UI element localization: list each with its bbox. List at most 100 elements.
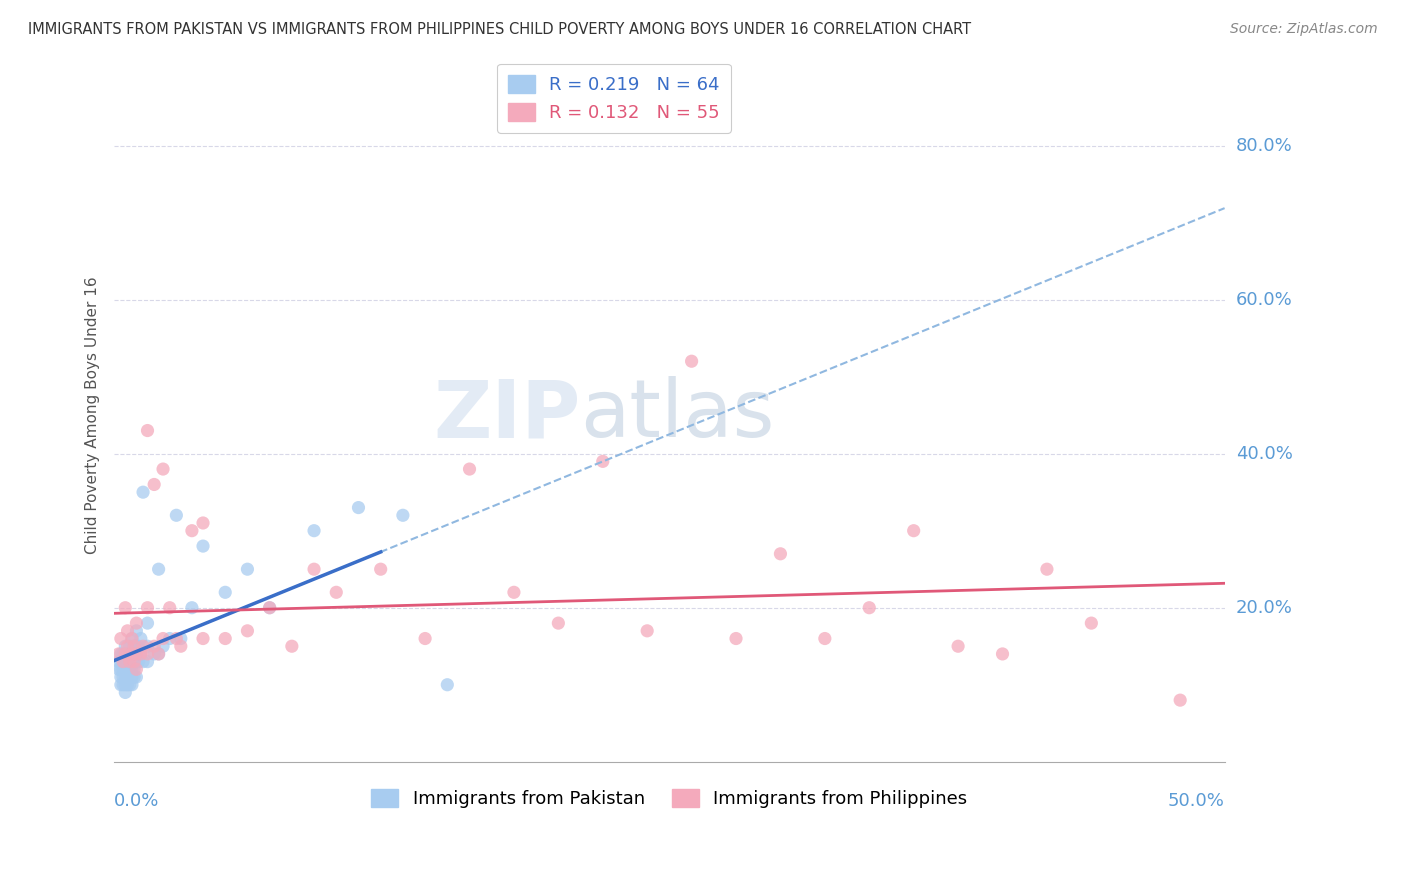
Point	[121, 632, 143, 646]
Point	[112, 670, 135, 684]
Point	[110, 662, 132, 676]
Text: Source: ZipAtlas.com: Source: ZipAtlas.com	[1230, 22, 1378, 37]
Point	[129, 647, 152, 661]
Point	[118, 639, 141, 653]
Text: IMMIGRANTS FROM PAKISTAN VS IMMIGRANTS FROM PHILIPPINES CHILD POVERTY AMONG BOYS: IMMIGRANTS FROM PAKISTAN VS IMMIGRANTS F…	[28, 22, 972, 37]
Point	[122, 670, 145, 684]
Y-axis label: Child Poverty Among Boys Under 16: Child Poverty Among Boys Under 16	[86, 277, 100, 554]
Point	[180, 524, 202, 538]
Point	[118, 662, 141, 676]
Point	[132, 655, 155, 669]
Point	[117, 639, 139, 653]
Point	[681, 354, 703, 368]
Point	[143, 639, 166, 653]
Point	[117, 647, 139, 661]
Point	[159, 600, 181, 615]
Point	[112, 678, 135, 692]
Point	[165, 508, 187, 523]
Point	[259, 600, 281, 615]
Point	[121, 678, 143, 692]
Point	[114, 678, 136, 692]
Text: 80.0%: 80.0%	[1236, 136, 1292, 154]
Point	[125, 647, 148, 661]
Point	[180, 600, 202, 615]
Point	[129, 632, 152, 646]
Point	[114, 662, 136, 676]
Point	[636, 624, 658, 638]
Point	[107, 647, 129, 661]
Point	[946, 639, 969, 653]
Point	[128, 655, 150, 669]
Point	[458, 462, 481, 476]
Point	[170, 632, 193, 646]
Point	[122, 639, 145, 653]
Point	[122, 655, 145, 669]
Point	[302, 562, 325, 576]
Point	[121, 662, 143, 676]
Point	[121, 670, 143, 684]
Point	[125, 624, 148, 638]
Point	[136, 424, 159, 438]
Point	[121, 655, 143, 669]
Point	[118, 678, 141, 692]
Point	[991, 647, 1014, 661]
Point	[112, 662, 135, 676]
Point	[814, 632, 837, 646]
Point	[503, 585, 526, 599]
Point	[114, 600, 136, 615]
Point	[170, 639, 193, 653]
Point	[107, 655, 129, 669]
Point	[214, 585, 236, 599]
Point	[191, 539, 214, 553]
Point	[159, 632, 181, 646]
Point	[370, 562, 392, 576]
Point	[117, 655, 139, 669]
Text: 60.0%: 60.0%	[1236, 291, 1292, 309]
Point	[148, 562, 170, 576]
Point	[392, 508, 415, 523]
Point	[125, 639, 148, 653]
Point	[347, 500, 370, 515]
Point	[129, 647, 152, 661]
Point	[114, 639, 136, 653]
Point	[117, 678, 139, 692]
Point	[122, 639, 145, 653]
Point	[325, 585, 347, 599]
Point	[110, 670, 132, 684]
Point	[236, 624, 259, 638]
Point	[132, 485, 155, 500]
Text: ZIP: ZIP	[433, 376, 581, 454]
Point	[112, 647, 135, 661]
Point	[136, 616, 159, 631]
Point	[114, 685, 136, 699]
Point	[125, 670, 148, 684]
Point	[110, 655, 132, 669]
Point	[110, 647, 132, 661]
Point	[136, 639, 159, 653]
Point	[152, 462, 174, 476]
Point	[143, 647, 166, 661]
Point	[152, 639, 174, 653]
Point	[1036, 562, 1059, 576]
Text: 20.0%: 20.0%	[1236, 599, 1292, 616]
Point	[128, 639, 150, 653]
Point	[152, 632, 174, 646]
Point	[110, 632, 132, 646]
Point	[122, 647, 145, 661]
Point	[136, 655, 159, 669]
Point	[148, 647, 170, 661]
Point	[136, 600, 159, 615]
Point	[117, 624, 139, 638]
Point	[110, 678, 132, 692]
Point	[302, 524, 325, 538]
Point	[118, 647, 141, 661]
Point	[107, 662, 129, 676]
Point	[191, 516, 214, 530]
Text: 40.0%: 40.0%	[1236, 444, 1292, 463]
Point	[125, 662, 148, 676]
Point	[413, 632, 436, 646]
Point	[214, 632, 236, 646]
Text: atlas: atlas	[581, 376, 775, 454]
Point	[114, 655, 136, 669]
Text: 50.0%: 50.0%	[1168, 792, 1225, 810]
